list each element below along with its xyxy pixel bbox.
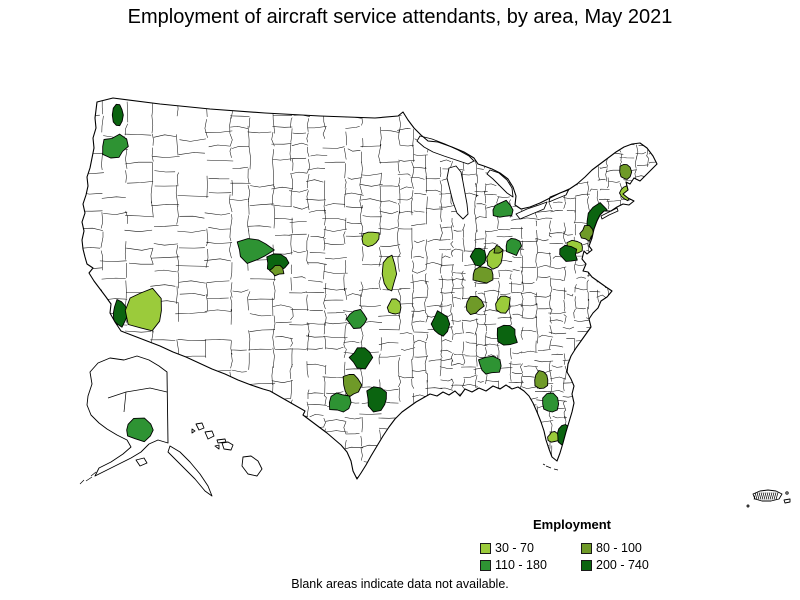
map-area[interactable] — [366, 386, 387, 413]
hawaii-islands — [191, 422, 263, 477]
map-area[interactable] — [348, 347, 374, 370]
map-area[interactable] — [111, 103, 124, 127]
map-area[interactable] — [430, 310, 451, 337]
puerto-rico-boundaries — [753, 492, 779, 500]
colored-areas — [102, 103, 633, 449]
legend-label-bin3: 110 - 180 — [495, 558, 547, 572]
map-area[interactable] — [559, 244, 578, 262]
map-area[interactable] — [386, 298, 402, 315]
map-area[interactable] — [496, 324, 518, 346]
page-title: Employment of aircraft service attendant… — [127, 6, 673, 28]
map-area[interactable] — [478, 355, 502, 375]
map-area[interactable] — [505, 237, 522, 256]
legend-label-bin4: 200 - 740 — [596, 558, 649, 572]
big-island — [241, 455, 263, 477]
map-area[interactable] — [495, 295, 511, 314]
map-area[interactable] — [465, 295, 485, 316]
map-area[interactable] — [236, 238, 275, 264]
legend-grid: 30 - 70 80 - 100 110 - 180 200 - 740 — [480, 541, 690, 572]
map-area[interactable] — [112, 299, 129, 328]
alaska-panhandle — [167, 445, 213, 497]
kodiak-island — [135, 457, 148, 467]
map-area[interactable] — [492, 199, 514, 218]
legend-swatch-bin1 — [480, 542, 491, 554]
legend-swatch-bin2 — [581, 542, 592, 554]
legend-label-bin2: 80 - 100 — [596, 541, 642, 555]
lake-michigan — [446, 165, 469, 220]
oahu-island — [204, 430, 215, 440]
aleutian-islands — [79, 471, 97, 485]
footnote: Blank areas indicate data not available. — [291, 577, 509, 591]
lower48-outline — [81, 97, 658, 480]
map-area[interactable] — [493, 244, 504, 254]
vieques-island — [783, 498, 791, 504]
culebra-island — [785, 491, 789, 495]
lower48-land — [82, 98, 657, 479]
map-area[interactable] — [469, 248, 487, 267]
niihau-island — [191, 428, 196, 434]
map-area[interactable] — [328, 392, 352, 413]
legend-label-bin1: 30 - 70 — [495, 541, 534, 555]
lake-erie — [515, 201, 548, 220]
alaska-outline — [86, 355, 169, 477]
kauai-island — [195, 422, 205, 431]
map-area[interactable] — [547, 431, 559, 443]
map-area[interactable] — [342, 373, 363, 398]
map-area[interactable] — [534, 370, 549, 389]
alaska-inset — [79, 355, 213, 497]
legend-swatch-bin4 — [581, 559, 592, 571]
maui-island — [221, 441, 234, 451]
lake-huron — [486, 169, 514, 198]
florida-keys — [542, 463, 559, 471]
map-area[interactable] — [579, 225, 595, 242]
map-area[interactable] — [472, 266, 494, 284]
legend-item: 30 - 70 — [480, 541, 581, 555]
map-area[interactable] — [542, 392, 560, 413]
puerto-rico-inset — [746, 489, 791, 508]
lanai-island — [214, 444, 220, 450]
alaska-boundaries — [107, 387, 168, 413]
legend-item: 200 - 740 — [581, 558, 690, 572]
legend-item: 110 - 180 — [480, 558, 581, 572]
map-area[interactable] — [124, 287, 162, 332]
long-island — [600, 207, 619, 220]
map-area[interactable] — [102, 133, 129, 159]
legend-title: Employment — [533, 517, 612, 532]
map-area[interactable] — [381, 254, 398, 292]
map-area[interactable] — [126, 417, 154, 443]
map-area[interactable] — [361, 231, 380, 248]
legend: Employment 30 - 70 80 - 100 110 - 180 20… — [480, 517, 690, 572]
mona-island — [746, 504, 750, 508]
legend-item: 80 - 100 — [581, 541, 690, 555]
map-area[interactable] — [269, 264, 285, 277]
legend-swatch-bin3 — [480, 559, 491, 571]
map-area[interactable] — [346, 308, 368, 329]
map-area[interactable] — [619, 163, 633, 180]
